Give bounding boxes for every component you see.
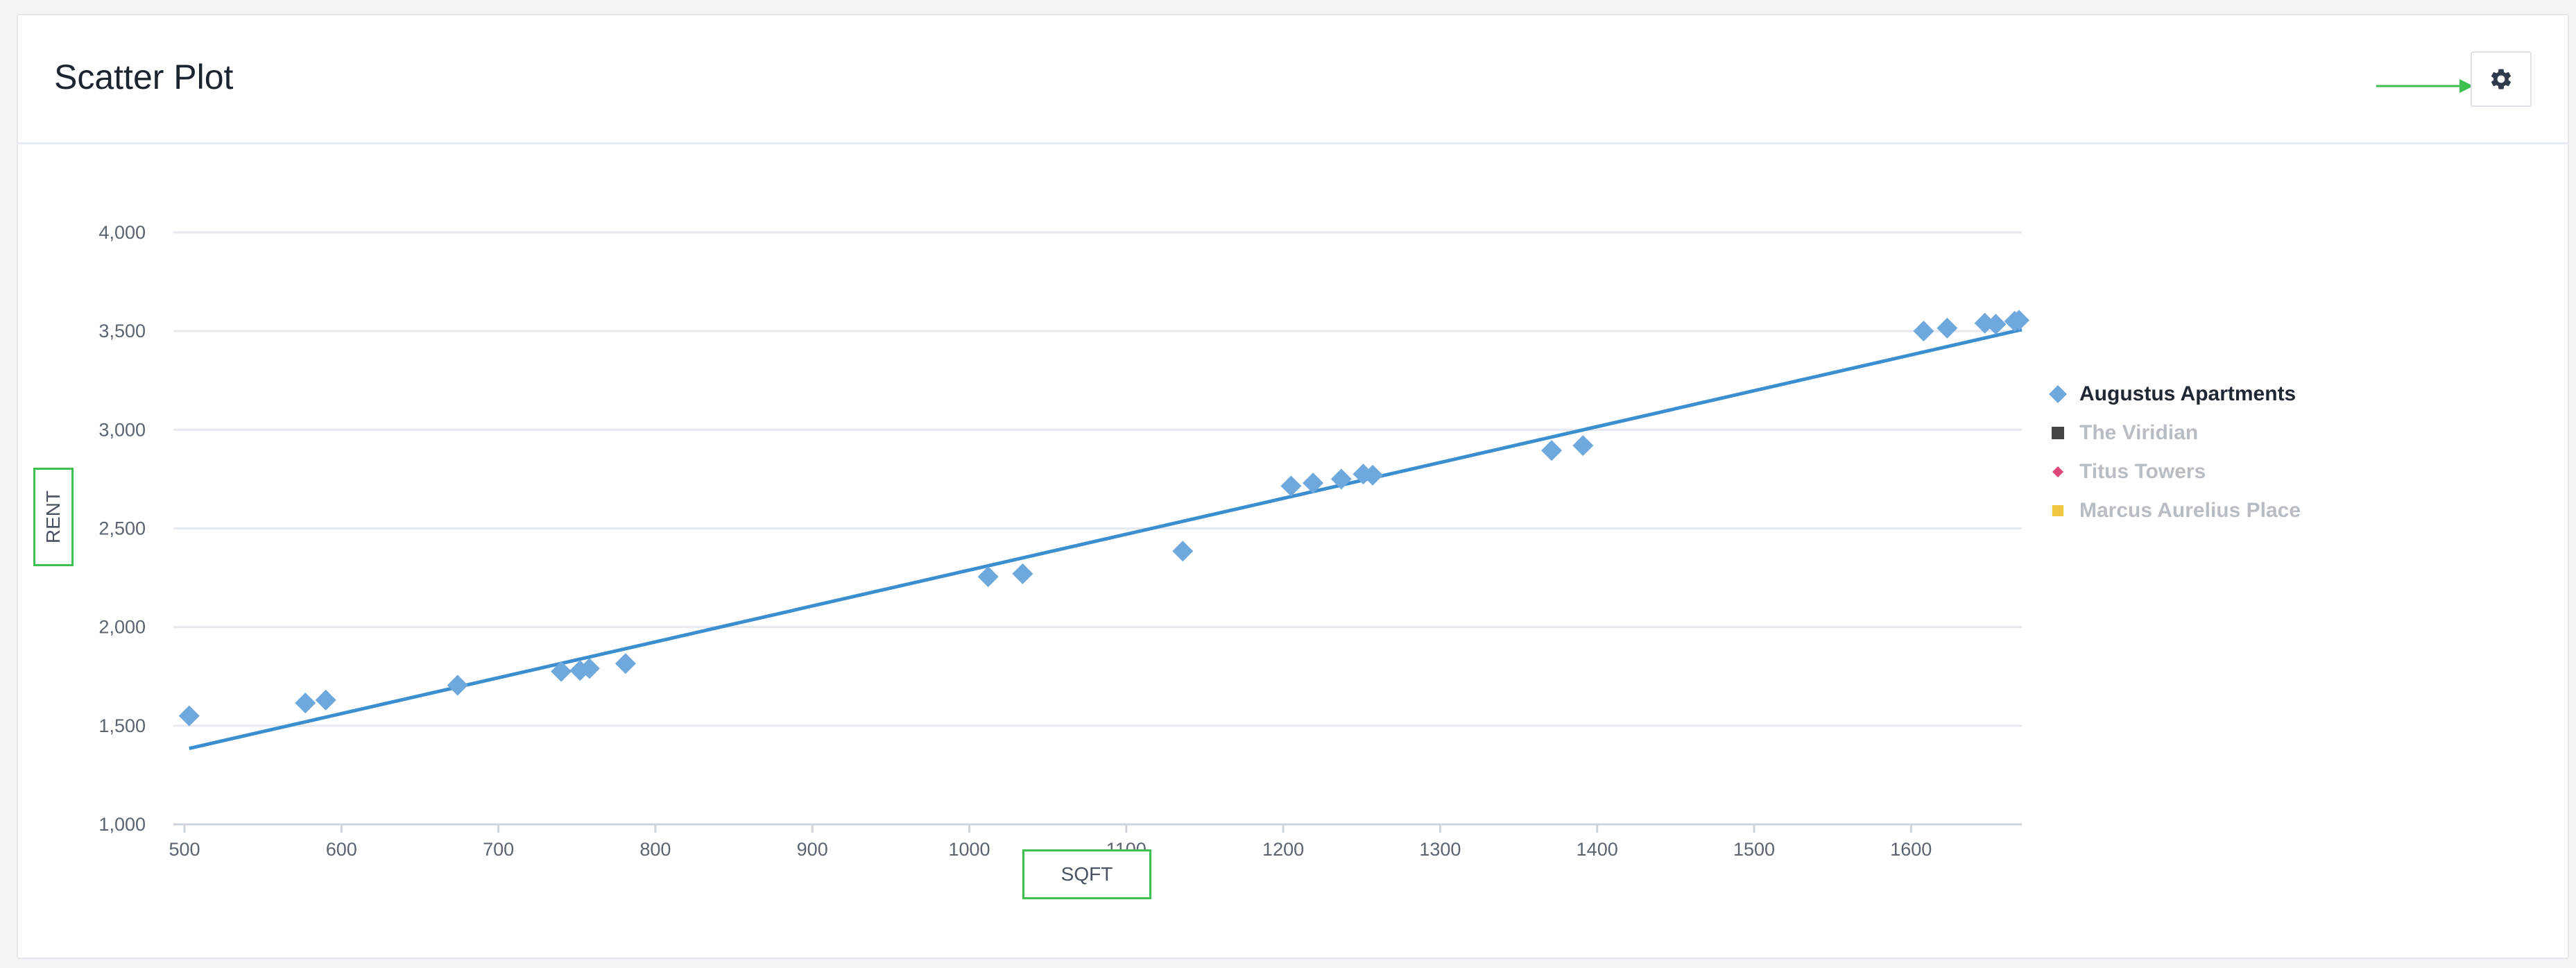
- x-tick-label: 1200: [1262, 839, 1304, 860]
- data-point[interactable]: [1280, 475, 1302, 497]
- legend-label: Marcus Aurelius Place: [2079, 499, 2301, 522]
- y-tick-label: 3,000: [98, 419, 146, 440]
- trendline: [189, 328, 2023, 750]
- data-point[interactable]: [578, 658, 600, 679]
- legend-label: Augustus Apartments: [2079, 382, 2296, 405]
- x-tick-label: 600: [326, 839, 357, 860]
- y-axis-label-text: RENT: [42, 490, 65, 544]
- y-tick-label: 2,000: [98, 617, 146, 638]
- data-point[interactable]: [1913, 321, 1934, 342]
- data-point[interactable]: [447, 674, 468, 696]
- legend-item[interactable]: Marcus Aurelius Place: [2046, 491, 2532, 530]
- data-point[interactable]: [295, 693, 316, 714]
- legend-item[interactable]: Augustus Apartments: [2046, 375, 2532, 414]
- x-tick-label: 1300: [1419, 839, 1461, 860]
- data-point[interactable]: [1330, 468, 1352, 490]
- card-title: Scatter Plot: [54, 58, 234, 96]
- legend-label: Titus Towers: [2079, 460, 2206, 483]
- data-point[interactable]: [1985, 314, 2007, 335]
- data-point[interactable]: [1012, 563, 1033, 584]
- data-point[interactable]: [977, 566, 999, 588]
- data-point[interactable]: [1303, 473, 1324, 494]
- chart-legend: Augustus Apartments The Viridian Titus Tow…: [2046, 375, 2532, 530]
- y-tick-label: 1,000: [98, 814, 146, 835]
- x-tick-label: 1000: [948, 839, 990, 860]
- data-point[interactable]: [1541, 440, 1563, 461]
- data-point[interactable]: [178, 705, 200, 727]
- gear-icon: [2491, 69, 2511, 90]
- x-tick-label: 1500: [1733, 839, 1775, 860]
- data-point[interactable]: [2009, 309, 2029, 331]
- x-tick-label: 900: [797, 839, 828, 860]
- y-axis-label: RENT: [33, 468, 74, 566]
- data-point[interactable]: [1362, 464, 1384, 486]
- data-point[interactable]: [1937, 317, 1958, 339]
- card-header: Scatter Plot: [18, 15, 2568, 144]
- legend-label: The Viridian: [2079, 421, 2199, 444]
- y-tick-label: 2,500: [98, 518, 146, 539]
- x-tick-label: 500: [169, 839, 200, 860]
- legend-marker-icon: [2046, 499, 2070, 523]
- legend-marker-icon: [2046, 382, 2070, 406]
- settings-button[interactable]: [2471, 51, 2532, 107]
- x-tick-label: 800: [639, 839, 671, 860]
- x-tick-label: 1400: [1577, 839, 1618, 860]
- x-tick-label: 700: [483, 839, 514, 860]
- data-point[interactable]: [315, 689, 336, 711]
- data-point[interactable]: [551, 661, 572, 682]
- x-axis-label: SQFT: [1022, 849, 1151, 899]
- arrow-annotation: [2376, 79, 2473, 93]
- y-tick-label: 4,000: [98, 222, 146, 243]
- data-point[interactable]: [1172, 541, 1194, 562]
- legend-item[interactable]: The Viridian: [2046, 414, 2532, 452]
- data-point[interactable]: [615, 653, 636, 674]
- data-point[interactable]: [1572, 435, 1594, 457]
- legend-item[interactable]: Titus Towers: [2046, 452, 2532, 491]
- y-tick-label: 3,500: [98, 321, 146, 341]
- legend-marker-icon: [2046, 421, 2070, 445]
- x-tick-label: 1600: [1890, 839, 1932, 860]
- y-tick-label: 1,500: [98, 715, 146, 736]
- legend-marker-icon: [2046, 460, 2070, 484]
